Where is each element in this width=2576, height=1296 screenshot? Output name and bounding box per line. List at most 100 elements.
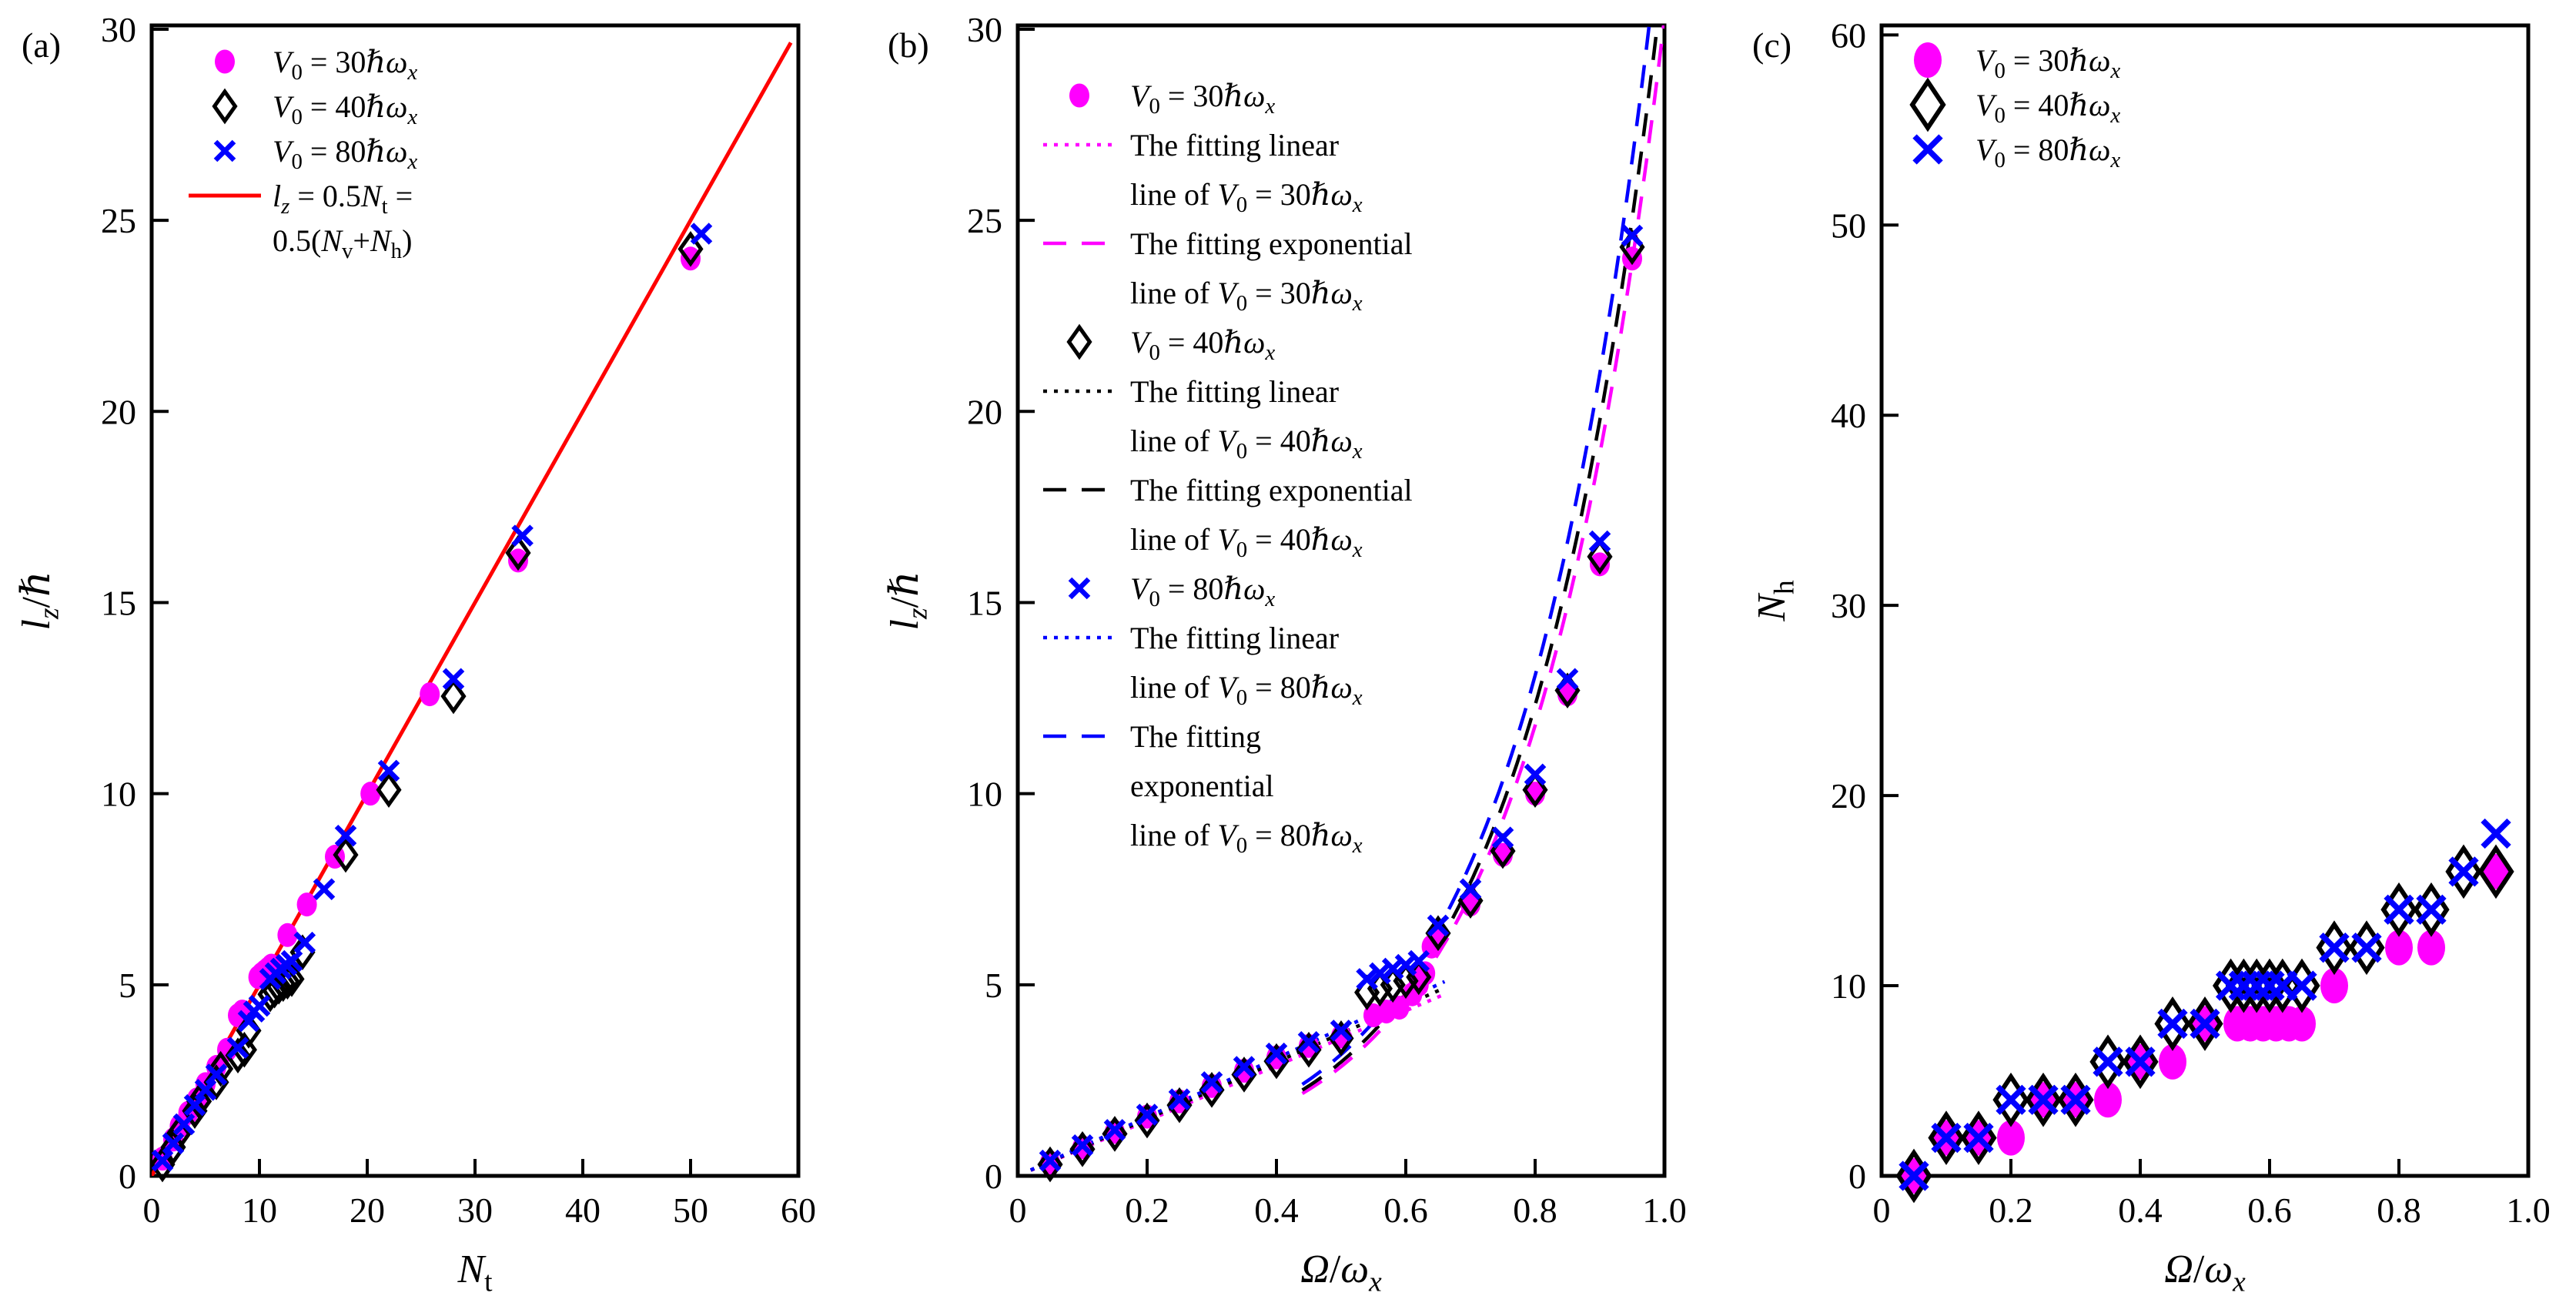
x-tick-label: 0.4 (1254, 1191, 1299, 1230)
y-axis-label: Nh (1750, 580, 1800, 622)
data-point-diamond (212, 88, 238, 125)
data-point-cross (2416, 894, 2447, 925)
data-point-cross (1588, 530, 1611, 553)
data-point-cross (1963, 1122, 1994, 1154)
x-tick-label: 0.8 (1513, 1191, 1557, 1230)
legend-label: The fitting linear (1130, 374, 1339, 409)
x-tick-label: 0.6 (2247, 1191, 2292, 1230)
data-point-cross (1407, 949, 1430, 973)
legend-label: The fitting exponential (1130, 226, 1413, 261)
legend-label: V0 = 80ℏωx (1130, 571, 1275, 611)
data-point-cross (2157, 1008, 2188, 1040)
data-point-cross (1524, 763, 1547, 786)
data-point-cross (1556, 668, 1579, 691)
x-tick-label: 0.8 (2377, 1191, 2421, 1230)
data-point-cross (1265, 1042, 1288, 1065)
data-point-cross (1996, 1084, 2026, 1115)
data-point-cross (213, 139, 236, 162)
data-point-cross (2254, 970, 2285, 1001)
y-tick-label: 15 (967, 583, 1002, 622)
data-point-cross (1330, 1020, 1353, 1042)
y-tick-label: 20 (101, 392, 136, 431)
data-point-cross (205, 1063, 228, 1086)
data-point-cross (2448, 856, 2479, 887)
data-point-diamond (677, 231, 704, 267)
legend-label: line of V0 = 80ℏωx (1130, 670, 1363, 710)
data-point-cross (194, 1079, 217, 1101)
x-axis-label: Ω/ωx (1300, 1247, 1382, 1296)
y-axis-label: lz/ℏ (15, 571, 65, 631)
data-point-cross (183, 1093, 206, 1117)
y-tick-label: 30 (1831, 586, 1866, 625)
data-point-circle (277, 923, 298, 947)
data-point-diamond (1909, 77, 1946, 132)
line-exponential (1301, 25, 1659, 1092)
data-point-cross (162, 1132, 185, 1155)
legend-label: 0.5(Nv+Nh) (273, 223, 412, 263)
data-point-cross (1068, 577, 1091, 600)
y-tick-label: 20 (967, 392, 1002, 431)
legend-label: V0 = 30ℏωx (273, 45, 417, 85)
data-point-diamond (208, 1050, 234, 1087)
data-point-diamond (505, 534, 531, 571)
y-tick-label: 10 (967, 775, 1002, 814)
data-point-circle (2288, 1006, 2316, 1042)
x-tick-label: 0 (1873, 1191, 1891, 1230)
y-tick-label: 50 (1831, 206, 1866, 245)
data-point-cross (1491, 826, 1514, 849)
data-point-circle (360, 782, 381, 806)
data-point-cross (293, 931, 316, 954)
line-exponential (1301, 25, 1664, 1096)
legend-label: V0 = 40ℏωx (1130, 325, 1275, 365)
data-point-cross (1356, 968, 1378, 990)
y-tick-label: 60 (1831, 15, 1866, 55)
data-point-cross (2384, 894, 2414, 925)
data-point-diamond (225, 1037, 251, 1073)
data-point-cross (2215, 970, 2246, 1001)
legend-label: V0 = 40ℏωx (1975, 88, 2120, 128)
x-axis-label: Nt (457, 1247, 493, 1296)
data-point-circle (508, 548, 528, 573)
x-tick-label: 0 (1009, 1191, 1027, 1230)
y-tick-label: 30 (101, 10, 136, 49)
data-point-cross (1297, 1030, 1320, 1053)
series-diamond (149, 231, 704, 1183)
x-tick-label: 10 (242, 1191, 277, 1230)
data-point-cross (1459, 878, 1482, 901)
x-tick-label: 1.0 (1642, 1191, 1687, 1230)
data-point-diamond (2477, 844, 2514, 899)
x-tick-label: 0.2 (1125, 1191, 1169, 1230)
legend-label: line of V0 = 30ℏωx (1130, 276, 1363, 316)
data-point-cross (1039, 1149, 1062, 1172)
y-tick-label: 10 (101, 775, 136, 814)
data-point-circle (1389, 996, 1410, 1020)
x-tick-label: 40 (565, 1191, 601, 1230)
x-tick-label: 0 (143, 1191, 161, 1230)
data-point-cross (1168, 1088, 1191, 1111)
x-tick-label: 30 (457, 1191, 493, 1230)
data-point-cross (1233, 1056, 1256, 1078)
series-cross (1899, 818, 2511, 1191)
data-point-circle (1997, 1120, 2025, 1156)
data-point-cross (377, 759, 400, 782)
data-point-diamond (1134, 1102, 1160, 1139)
data-point-diamond (1066, 323, 1092, 360)
legend-label: V0 = 40ℏωx (273, 89, 417, 129)
data-point-cross (1931, 1122, 1962, 1154)
data-point-diamond (1069, 1130, 1096, 1167)
data-point-diamond (333, 836, 359, 873)
data-point-cross (2241, 970, 2272, 1001)
data-point-circle (2320, 968, 2348, 1004)
y-tick-label: 25 (967, 201, 1002, 240)
data-point-diamond (186, 1083, 212, 1120)
y-tick-label: 10 (1831, 966, 1866, 1006)
data-point-cross (1621, 224, 1644, 247)
panel-label: (b) (888, 25, 929, 65)
data-point-diamond (1328, 1020, 1354, 1057)
legend-label: The fitting linear (1130, 128, 1339, 162)
data-point-cross (1369, 962, 1391, 985)
data-point-cross (2190, 1008, 2220, 1040)
data-point-cross (248, 994, 271, 1017)
series-diamond (1037, 229, 1645, 1183)
